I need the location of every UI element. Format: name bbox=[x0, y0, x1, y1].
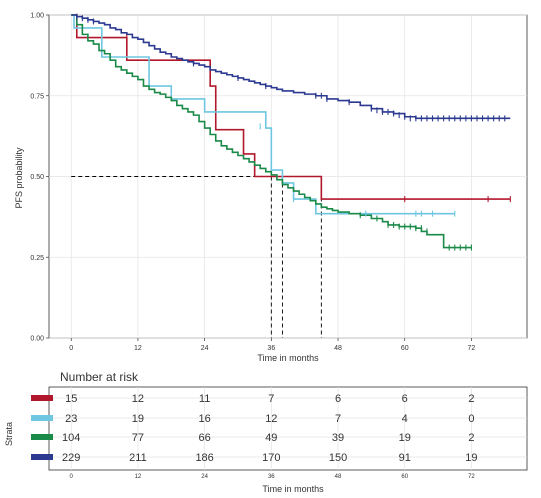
risk-count-cell: 91 bbox=[399, 452, 411, 464]
strata-axis-title: Strata bbox=[4, 422, 14, 446]
y-tick-label: 1.00 bbox=[30, 13, 44, 20]
risk-table-border bbox=[48, 386, 528, 471]
km-plot-panel: 0 12 24 36 48 60 72 0.00 0.25 0.50 0.75 1.00 PFS pr… bbox=[14, 13, 528, 363]
risk-x-axis-title: Time in months bbox=[262, 484, 324, 494]
strata-color-keys bbox=[31, 395, 53, 460]
risk-count-cell: 77 bbox=[132, 432, 144, 444]
strata-color-key bbox=[31, 434, 53, 440]
x-tick-label: 24 bbox=[201, 345, 209, 352]
risk-count-cell: 7 bbox=[268, 393, 274, 405]
risk-x-tick-label: 24 bbox=[201, 474, 208, 480]
risk-count-cell: 6 bbox=[402, 393, 408, 405]
strata-color-key bbox=[31, 415, 53, 421]
risk-count-cell: 211 bbox=[129, 452, 147, 464]
risk-count-cell: 7 bbox=[335, 413, 341, 425]
survival-curve-stratum-4 bbox=[71, 14, 511, 120]
risk-count-cell: 104 bbox=[62, 432, 80, 444]
risk-x-tick-label: 60 bbox=[401, 474, 408, 480]
risk-count-cell: 4 bbox=[402, 413, 408, 425]
risk-table-title: Number at risk bbox=[60, 370, 139, 384]
risk-count-cell: 15 bbox=[65, 393, 77, 405]
risk-count-cell: 49 bbox=[265, 432, 277, 444]
x-tick-label: 0 bbox=[69, 345, 73, 352]
survival-curve-stratum-1 bbox=[71, 14, 511, 200]
x-tick-label: 60 bbox=[401, 345, 409, 352]
x-tick-label: 36 bbox=[267, 345, 275, 352]
risk-count-cell: 39 bbox=[332, 432, 344, 444]
risk-count-cell: 186 bbox=[195, 452, 213, 464]
risk-count-cell: 229 bbox=[62, 452, 80, 464]
y-tick-label: 0.50 bbox=[30, 174, 44, 181]
strata-color-key bbox=[31, 395, 53, 401]
y-tick-label: 0.75 bbox=[30, 93, 44, 100]
risk-count-cell: 2 bbox=[468, 432, 474, 444]
x-tick-label: 72 bbox=[468, 345, 476, 352]
x-tick-label: 12 bbox=[134, 345, 142, 352]
y-axis-title: PFS probability bbox=[14, 147, 24, 209]
risk-count-cell: 19 bbox=[132, 413, 144, 425]
y-tick-label: 0.25 bbox=[30, 255, 44, 262]
risk-count-cell: 0 bbox=[468, 413, 474, 425]
risk-count-cell: 170 bbox=[262, 452, 280, 464]
median-survival-lines bbox=[71, 176, 322, 338]
risk-count-cell: 11 bbox=[199, 393, 210, 405]
risk-count-cell: 150 bbox=[329, 452, 347, 464]
risk-x-tick-label: 48 bbox=[335, 474, 342, 480]
risk-count-cell: 66 bbox=[199, 432, 211, 444]
risk-count-cell: 23 bbox=[65, 413, 77, 425]
y-tick-label: 0.00 bbox=[30, 336, 44, 343]
risk-count-cell: 6 bbox=[335, 393, 341, 405]
risk-x-tick-label: 36 bbox=[268, 474, 275, 480]
risk-count-cell: 12 bbox=[265, 413, 277, 425]
risk-count-cell: 2 bbox=[468, 393, 474, 405]
censor-marks bbox=[76, 13, 511, 251]
x-axis-title: Time in months bbox=[257, 353, 319, 363]
risk-table-ticks: 0 12 24 36 48 60 72 bbox=[70, 474, 476, 480]
x-tick-label: 48 bbox=[334, 345, 342, 352]
strata-color-key bbox=[31, 454, 53, 460]
risk-x-tick-label: 0 bbox=[70, 474, 74, 480]
risk-x-tick-label: 72 bbox=[468, 474, 475, 480]
risk-x-tick-label: 12 bbox=[135, 474, 142, 480]
risk-table-grid bbox=[49, 387, 527, 470]
risk-count-cell: 19 bbox=[399, 432, 411, 444]
risk-count-cell: 19 bbox=[465, 452, 477, 464]
risk-count-cell: 12 bbox=[132, 393, 144, 405]
risk-count-cell: 16 bbox=[199, 413, 211, 425]
axis-ticks: 0 12 24 36 48 60 72 0.00 0.25 0.50 0.75 1.00 bbox=[30, 13, 475, 353]
